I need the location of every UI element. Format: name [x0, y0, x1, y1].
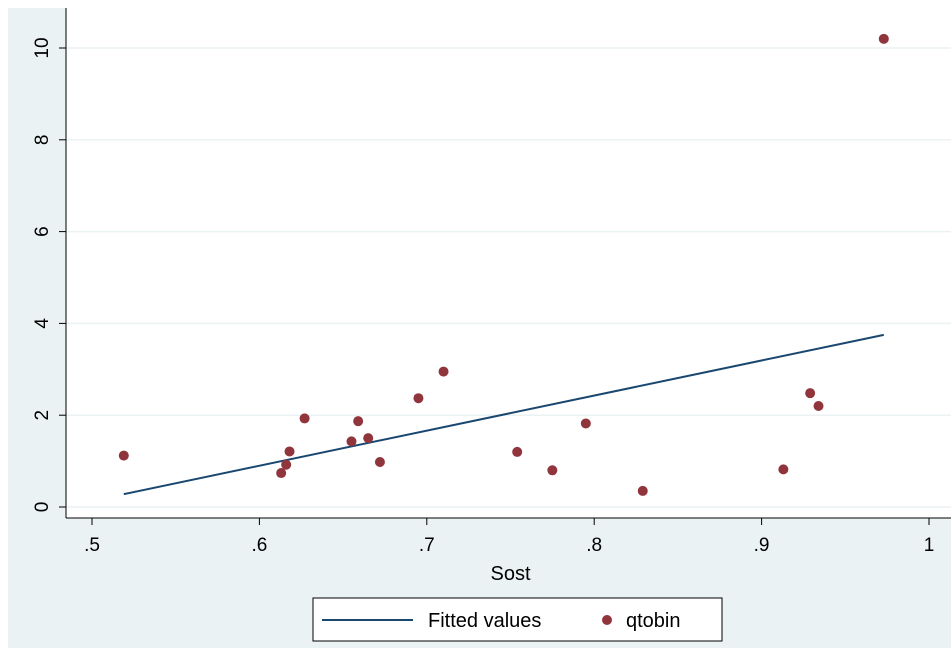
plot-area — [66, 8, 951, 518]
data-point — [512, 446, 523, 457]
data-point — [281, 459, 292, 470]
y-tick-label: 6 — [32, 226, 53, 237]
data-point — [374, 457, 385, 468]
x-tick-label: .5 — [84, 535, 100, 556]
x-axis-ticks: .5 .6 .7 .8 .9 1 — [84, 518, 934, 556]
data-point — [878, 33, 889, 44]
x-tick-label: .8 — [586, 535, 602, 556]
legend: Fitted values qtobin — [312, 597, 723, 642]
y-tick-label: 8 — [32, 135, 53, 146]
data-point — [363, 433, 374, 444]
data-point — [346, 436, 357, 447]
data-point — [438, 366, 449, 377]
legend-label-qtobin: qtobin — [626, 610, 681, 632]
fitted-line — [123, 333, 885, 496]
data-point — [637, 485, 648, 496]
legend-point-swatch — [602, 615, 612, 625]
data-point — [813, 401, 824, 412]
gridlines — [66, 47, 951, 508]
y-tick-label: 0 — [32, 502, 53, 513]
y-tick-label: 4 — [32, 318, 53, 329]
data-point — [547, 465, 558, 476]
x-tick-label: 1 — [924, 535, 935, 556]
data-point — [276, 468, 287, 479]
y-axis-ticks: 0 2 4 6 8 10 — [32, 37, 66, 512]
fitted-line-series — [123, 333, 885, 496]
data-point — [284, 446, 295, 457]
qtobin-points-series — [118, 33, 889, 496]
x-tick-label: .6 — [251, 535, 267, 556]
data-point — [805, 388, 816, 399]
data-point — [299, 413, 310, 424]
data-point — [778, 464, 789, 475]
data-point — [413, 393, 424, 404]
x-tick-label: .7 — [419, 535, 435, 556]
x-tick-label: .9 — [754, 535, 770, 556]
data-point — [118, 450, 129, 461]
data-point — [580, 418, 591, 429]
axes — [65, 8, 951, 519]
y-tick-label: 10 — [32, 37, 53, 58]
legend-label-fitted-values: Fitted values — [428, 610, 541, 632]
x-axis-title: Sost — [490, 563, 530, 585]
y-tick-label: 2 — [32, 410, 53, 421]
data-point — [353, 416, 364, 427]
